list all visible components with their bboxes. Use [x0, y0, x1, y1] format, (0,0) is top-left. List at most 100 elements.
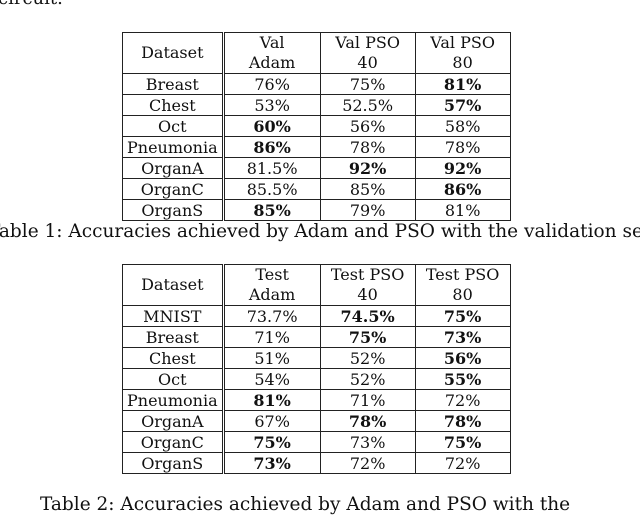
accuracy-cell: 58%	[414, 115, 511, 137]
accuracy-cell: 56%	[414, 347, 511, 369]
accuracy-cell: 60%	[222, 115, 321, 137]
dataset-cell: Oct	[122, 115, 225, 137]
accuracy-cell: 75%	[414, 431, 511, 453]
dataset-cell: Breast	[122, 326, 225, 348]
column-header: Dataset	[122, 32, 225, 74]
accuracy-cell: 72%	[414, 452, 511, 474]
dataset-cell: OrganS	[122, 452, 225, 474]
accuracy-cell: 78%	[319, 136, 416, 158]
test-accuracy-table: Dataset Test Adam Test PSO 40 Test PSO 80 MNIST…	[122, 264, 511, 474]
accuracy-cell: 75%	[319, 326, 416, 348]
header-row: Dataset Test Adam Test PSO 40 Test PSO 80	[122, 264, 511, 306]
table-row: Pneumonia 81% 71% 72%	[122, 389, 511, 411]
table2-caption: Table 2: Accuracies achieved by Adam and…	[40, 494, 571, 515]
header-line: Adam	[248, 285, 296, 304]
table-row: Pneumonia 86% 78% 78%	[122, 136, 511, 158]
accuracy-cell: 71%	[222, 326, 321, 348]
column-header: Test Adam	[222, 264, 321, 306]
table-row: OrganS 73% 72% 72%	[122, 452, 511, 474]
table-row: OrganC 75% 73% 75%	[122, 431, 511, 453]
dataset-cell: Breast	[122, 73, 225, 95]
header-line: Adam	[248, 53, 296, 72]
accuracy-cell: 52.5%	[319, 94, 416, 116]
dataset-cell: OrganS	[122, 199, 225, 221]
dataset-cell: MNIST	[122, 305, 225, 327]
dataset-cell: Oct	[122, 368, 225, 390]
header-line: 40	[357, 53, 378, 72]
table-row: OrganS 85% 79% 81%	[122, 199, 511, 221]
table-row: Chest 51% 52% 56%	[122, 347, 511, 369]
table-row: Oct 54% 52% 55%	[122, 368, 511, 390]
table-row: OrganA 67% 78% 78%	[122, 410, 511, 432]
header-line: 80	[452, 285, 473, 304]
table-row: Chest 53% 52.5% 57%	[122, 94, 511, 116]
column-header: Dataset	[122, 264, 225, 306]
header-line: Test PSO	[425, 265, 500, 284]
accuracy-cell: 55%	[414, 368, 511, 390]
accuracy-cell: 86%	[414, 178, 511, 200]
dataset-cell: Chest	[122, 94, 225, 116]
accuracy-cell: 78%	[319, 410, 416, 432]
accuracy-cell: 85%	[222, 199, 321, 221]
column-header: Val PSO 40	[319, 32, 416, 74]
column-header: Val Adam	[222, 32, 321, 74]
header-line: Test	[255, 265, 289, 284]
accuracy-cell: 52%	[319, 368, 416, 390]
dataset-cell: OrganC	[122, 431, 225, 453]
table-row: MNIST 73.7% 74.5% 75%	[122, 305, 511, 327]
header-line: 80	[452, 53, 473, 72]
accuracy-cell: 67%	[222, 410, 321, 432]
accuracy-cell: 73%	[414, 326, 511, 348]
accuracy-cell: 73%	[319, 431, 416, 453]
accuracy-cell: 81.5%	[222, 157, 321, 179]
accuracy-cell: 81%	[414, 73, 511, 95]
accuracy-cell: 75%	[319, 73, 416, 95]
accuracy-cell: 76%	[222, 73, 321, 95]
accuracy-cell: 72%	[319, 452, 416, 474]
header-line: Val PSO	[430, 33, 495, 52]
header-row: Dataset Val Adam Val PSO 40 Val PSO 80	[122, 32, 511, 74]
accuracy-cell: 72%	[414, 389, 511, 411]
accuracy-cell: 81%	[222, 389, 321, 411]
table-row: Oct 60% 56% 58%	[122, 115, 511, 137]
dataset-cell: OrganA	[122, 410, 225, 432]
table-row: OrganA 81.5% 92% 92%	[122, 157, 511, 179]
accuracy-cell: 74.5%	[319, 305, 416, 327]
preceding-text-fragment: circuit.	[0, 0, 63, 9]
accuracy-cell: 86%	[222, 136, 321, 158]
column-header: Test PSO 80	[414, 264, 511, 306]
accuracy-cell: 78%	[414, 410, 511, 432]
accuracy-cell: 54%	[222, 368, 321, 390]
dataset-cell: Pneumonia	[122, 136, 225, 158]
header-line: Test PSO	[330, 265, 405, 284]
accuracy-cell: 75%	[222, 431, 321, 453]
accuracy-cell: 75%	[414, 305, 511, 327]
accuracy-cell: 56%	[319, 115, 416, 137]
dataset-cell: OrganC	[122, 178, 225, 200]
accuracy-cell: 78%	[414, 136, 511, 158]
validation-accuracy-table: Dataset Val Adam Val PSO 40 Val PSO 80 Breast 76…	[122, 32, 511, 221]
dataset-cell: OrganA	[122, 157, 225, 179]
table-row: Breast 71% 75% 73%	[122, 326, 511, 348]
table-row: Breast 76% 75% 81%	[122, 73, 511, 95]
accuracy-cell: 79%	[319, 199, 416, 221]
table1-caption: Table 1: Accuracies achieved by Adam and…	[0, 221, 640, 242]
accuracy-cell: 57%	[414, 94, 511, 116]
column-header: Test PSO 40	[319, 264, 416, 306]
dataset-cell: Chest	[122, 347, 225, 369]
table-row: OrganC 85.5% 85% 86%	[122, 178, 511, 200]
accuracy-cell: 92%	[319, 157, 416, 179]
header-line: Dataset	[141, 275, 204, 294]
column-header: Val PSO 80	[414, 32, 511, 74]
accuracy-cell: 71%	[319, 389, 416, 411]
header-line: Val PSO	[335, 33, 400, 52]
accuracy-cell: 53%	[222, 94, 321, 116]
accuracy-cell: 52%	[319, 347, 416, 369]
header-line: 40	[357, 285, 378, 304]
header-line: Val	[259, 33, 285, 52]
accuracy-cell: 92%	[414, 157, 511, 179]
accuracy-cell: 85.5%	[222, 178, 321, 200]
accuracy-cell: 73%	[222, 452, 321, 474]
accuracy-cell: 81%	[414, 199, 511, 221]
accuracy-cell: 51%	[222, 347, 321, 369]
